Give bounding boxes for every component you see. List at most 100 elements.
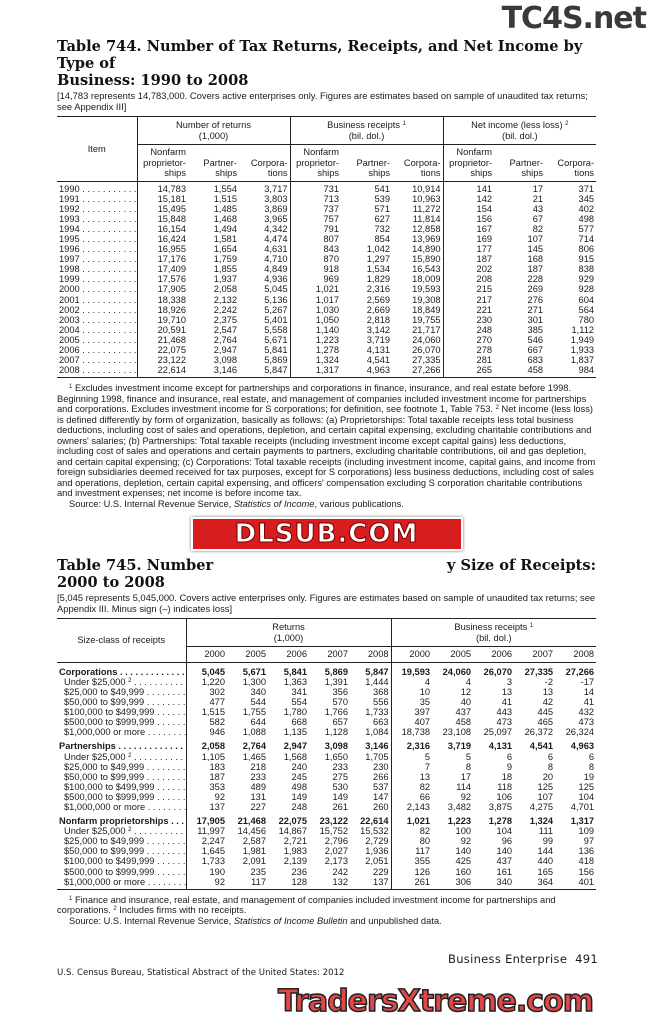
- cell: 1,391: [324, 676, 348, 687]
- cell: 228: [527, 274, 544, 285]
- cell: 92: [460, 836, 472, 847]
- row-label: 1992: [57, 204, 137, 214]
- cell: 984: [578, 365, 595, 376]
- cell: 854: [374, 233, 391, 244]
- cell: 41: [501, 697, 513, 708]
- cell: 261: [390, 876, 433, 890]
- cell: 3,142: [366, 324, 391, 335]
- cell: 5,671: [264, 334, 288, 345]
- column-header-year: 2000: [390, 646, 433, 663]
- cell: 22,075: [278, 816, 307, 827]
- cell: 364: [537, 876, 554, 887]
- page-content: TC4S.net Table 744. Number of Tax Return…: [57, 0, 647, 926]
- row-label: $25,000 to $49,999: [57, 687, 186, 697]
- cell: 8: [547, 761, 554, 772]
- cell: 149: [332, 791, 348, 802]
- cell: 1,981: [242, 846, 266, 857]
- cell: 1,363: [283, 676, 307, 687]
- cell: 757: [289, 213, 342, 224]
- row-label: 1995: [57, 234, 137, 244]
- cell: 306: [455, 876, 472, 887]
- cell: 154: [442, 203, 495, 214]
- cell: 14: [583, 686, 595, 697]
- publication-footer: U.S. Census Bureau, Statistical Abstract…: [57, 968, 345, 978]
- cell: 141: [442, 181, 495, 194]
- cell: 1,733: [185, 856, 227, 867]
- cell: 109: [578, 826, 595, 837]
- cell: 107: [537, 791, 554, 802]
- row-label: $1,000,000 or more: [57, 727, 186, 737]
- cell: 571: [374, 203, 391, 214]
- cell: 276: [527, 294, 544, 305]
- cell: 82: [532, 223, 544, 234]
- cell: 1,645: [185, 846, 227, 857]
- cell: 144: [537, 846, 554, 857]
- cell: 22,075: [136, 345, 188, 356]
- row-label: 1997: [57, 254, 137, 264]
- cell: 3,869: [264, 203, 288, 214]
- cell: 67: [532, 213, 544, 224]
- row-label: $50,000 to $99,999: [57, 697, 186, 707]
- cell: 683: [527, 355, 544, 366]
- column-header: Nonfarm proprietor-ships: [289, 144, 342, 182]
- cell: 418: [578, 856, 595, 867]
- cell: -2: [544, 676, 554, 687]
- cell: 1,112: [571, 324, 595, 335]
- cell: 269: [527, 284, 544, 295]
- cell: 2,132: [213, 294, 237, 305]
- cell: 6: [547, 751, 554, 762]
- cell: 137: [373, 876, 389, 887]
- row-label: Under $25,000 2: [57, 677, 186, 687]
- cell: 25,097: [483, 727, 513, 738]
- cell: 15,890: [412, 254, 441, 265]
- cell: 929: [578, 274, 595, 285]
- cell: 221: [442, 304, 495, 315]
- cell: 5,671: [242, 666, 266, 677]
- cell: 11,272: [412, 203, 441, 214]
- table-745: Size-class of receipts Returns (1,000) Bu…: [57, 618, 597, 890]
- table-row: Partnerships2,058 2,764 2,947 3,098 3,1462,3…: [57, 737, 596, 752]
- cell: 2,729: [365, 836, 389, 847]
- cell: 22,614: [360, 816, 389, 827]
- cell: 26,372: [524, 727, 554, 738]
- cell: 128: [291, 876, 307, 887]
- cell: 187: [442, 254, 495, 265]
- watermark-tradersxtreme: TradersXtreme.com: [277, 983, 594, 1020]
- group-header-receipts: Business receipts 1 (bil. dol.): [390, 618, 597, 648]
- cell: 21,468: [136, 334, 188, 345]
- cell: 5,841: [264, 345, 288, 355]
- cell: 918: [289, 264, 342, 275]
- cell: 18,338: [136, 294, 188, 305]
- row-label: 1999: [57, 274, 137, 284]
- cell: 1,485: [213, 203, 237, 214]
- cell: 236: [291, 866, 307, 877]
- cell: 261: [332, 802, 348, 812]
- cell: 218: [250, 761, 266, 772]
- cell: 12: [460, 686, 472, 697]
- cell: 15,181: [136, 193, 188, 204]
- column-header: Corpora-tions: [545, 144, 597, 182]
- table-row: Under $25,000 211,997 14,456 14,867 15,752 1…: [57, 826, 596, 837]
- column-header: Nonfarm proprietor-ships: [136, 144, 188, 182]
- cell: 2,051: [365, 856, 389, 867]
- cell: 1,042: [366, 244, 391, 255]
- cell: 19,710: [136, 314, 188, 325]
- cell: 42: [542, 697, 554, 708]
- watermark-dlsub: DLSUB.COM: [190, 517, 463, 552]
- row-label: Partnerships: [57, 737, 186, 751]
- cell: 4: [465, 676, 472, 687]
- cell: 445: [537, 707, 554, 718]
- cell: 4,936: [264, 274, 288, 285]
- cell: 2,947: [213, 345, 237, 355]
- cell: 1,105: [185, 751, 227, 762]
- cell: 1,937: [213, 274, 237, 285]
- cell: 92: [185, 876, 227, 890]
- cell: 554: [291, 697, 307, 708]
- cell: 473: [578, 717, 595, 728]
- title-line-2: Business: 1990 to 2008: [57, 72, 249, 89]
